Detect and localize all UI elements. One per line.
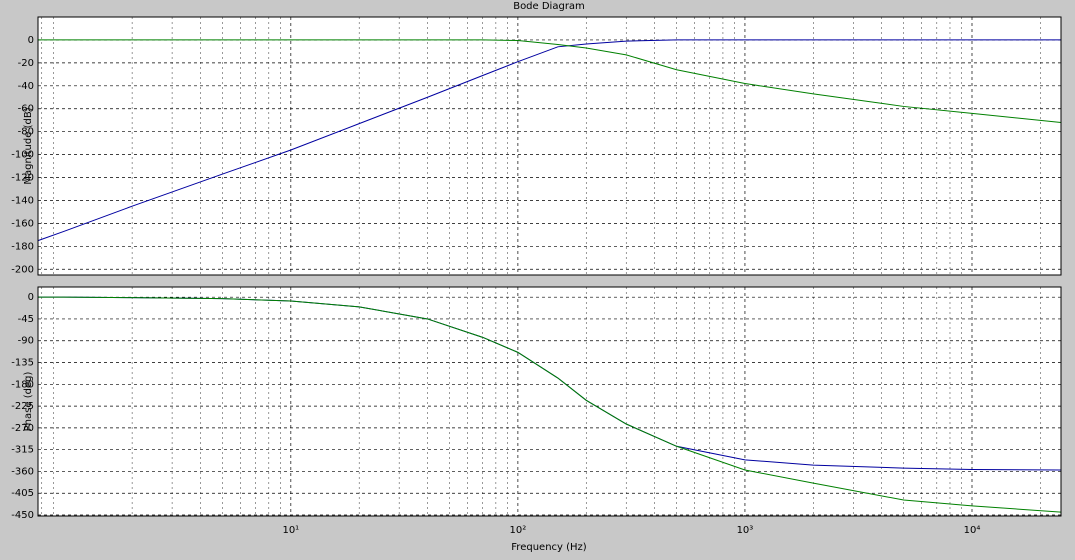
y-tick-label: -180 — [11, 241, 34, 252]
y-tick-label: 0 — [28, 35, 34, 46]
y-tick-label: -315 — [11, 445, 34, 456]
y-tick-label: -200 — [11, 264, 34, 275]
y-tick-label: -270 — [11, 423, 34, 434]
y-axis-label: Phase (deg) — [23, 372, 34, 432]
y-tick-label: -140 — [11, 195, 34, 206]
x-tick-label: 10³ — [737, 525, 754, 536]
y-axis-label: Magnitude (dB) — [23, 107, 34, 184]
line-series — [37, 39, 1061, 242]
chart-title: Bode Diagram — [513, 1, 585, 12]
y-tick-label: -405 — [11, 488, 34, 499]
y-tick-label: 0 — [28, 292, 34, 303]
y-tick-label: -100 — [11, 150, 34, 161]
plot-area — [37, 286, 1062, 517]
y-tick-label: -90 — [18, 336, 34, 347]
y-tick-label: -45 — [18, 314, 34, 325]
y-tick-label: -180 — [11, 379, 34, 390]
y-tick-label: -80 — [18, 127, 34, 138]
x-tick-label: 10¹ — [282, 525, 299, 536]
y-tick-label: -40 — [18, 81, 34, 92]
y-tick-label: -360 — [11, 466, 34, 477]
x-tick-label: 10² — [510, 525, 527, 536]
line-series — [38, 39, 1062, 123]
y-tick-label: -135 — [11, 358, 34, 369]
plot-border — [37, 286, 1062, 517]
y-tick-label: -225 — [11, 401, 34, 412]
y-tick-label: -450 — [11, 510, 34, 521]
plot-area — [37, 16, 1062, 276]
y-tick-label: -160 — [11, 218, 34, 229]
line-series — [38, 296, 1062, 513]
y-tick-label: -120 — [11, 173, 34, 184]
y-tick-label: -20 — [18, 58, 34, 69]
x-tick-label: 10⁴ — [964, 525, 981, 536]
y-tick-label: -60 — [18, 104, 34, 115]
plot-border — [37, 16, 1062, 276]
x-axis-label: Frequency (Hz) — [511, 542, 587, 553]
